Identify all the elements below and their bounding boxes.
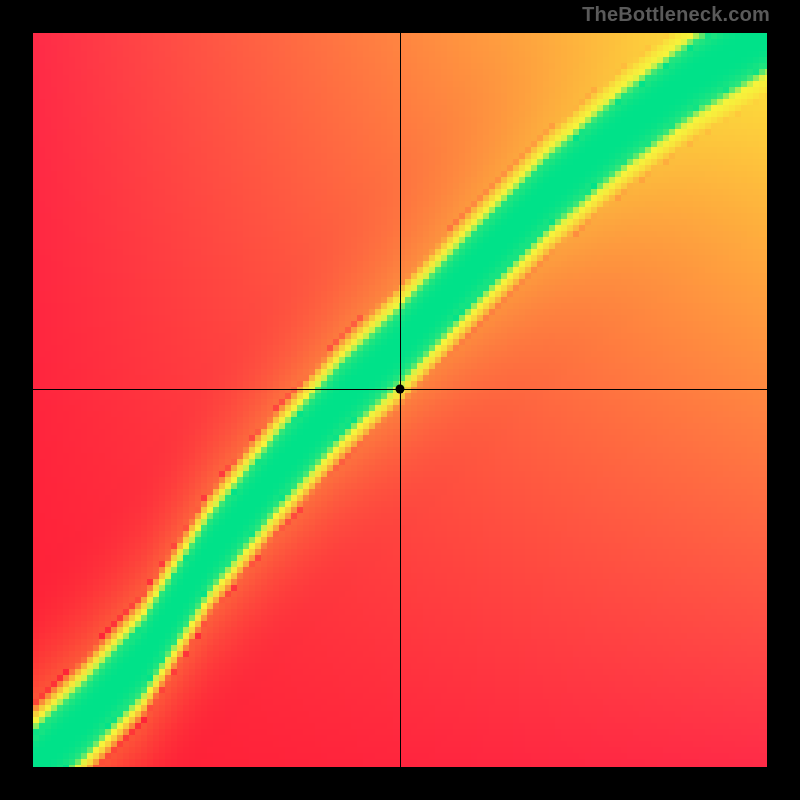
- chart-container: TheBottleneck.com: [0, 0, 800, 800]
- heatmap-canvas: [0, 0, 800, 800]
